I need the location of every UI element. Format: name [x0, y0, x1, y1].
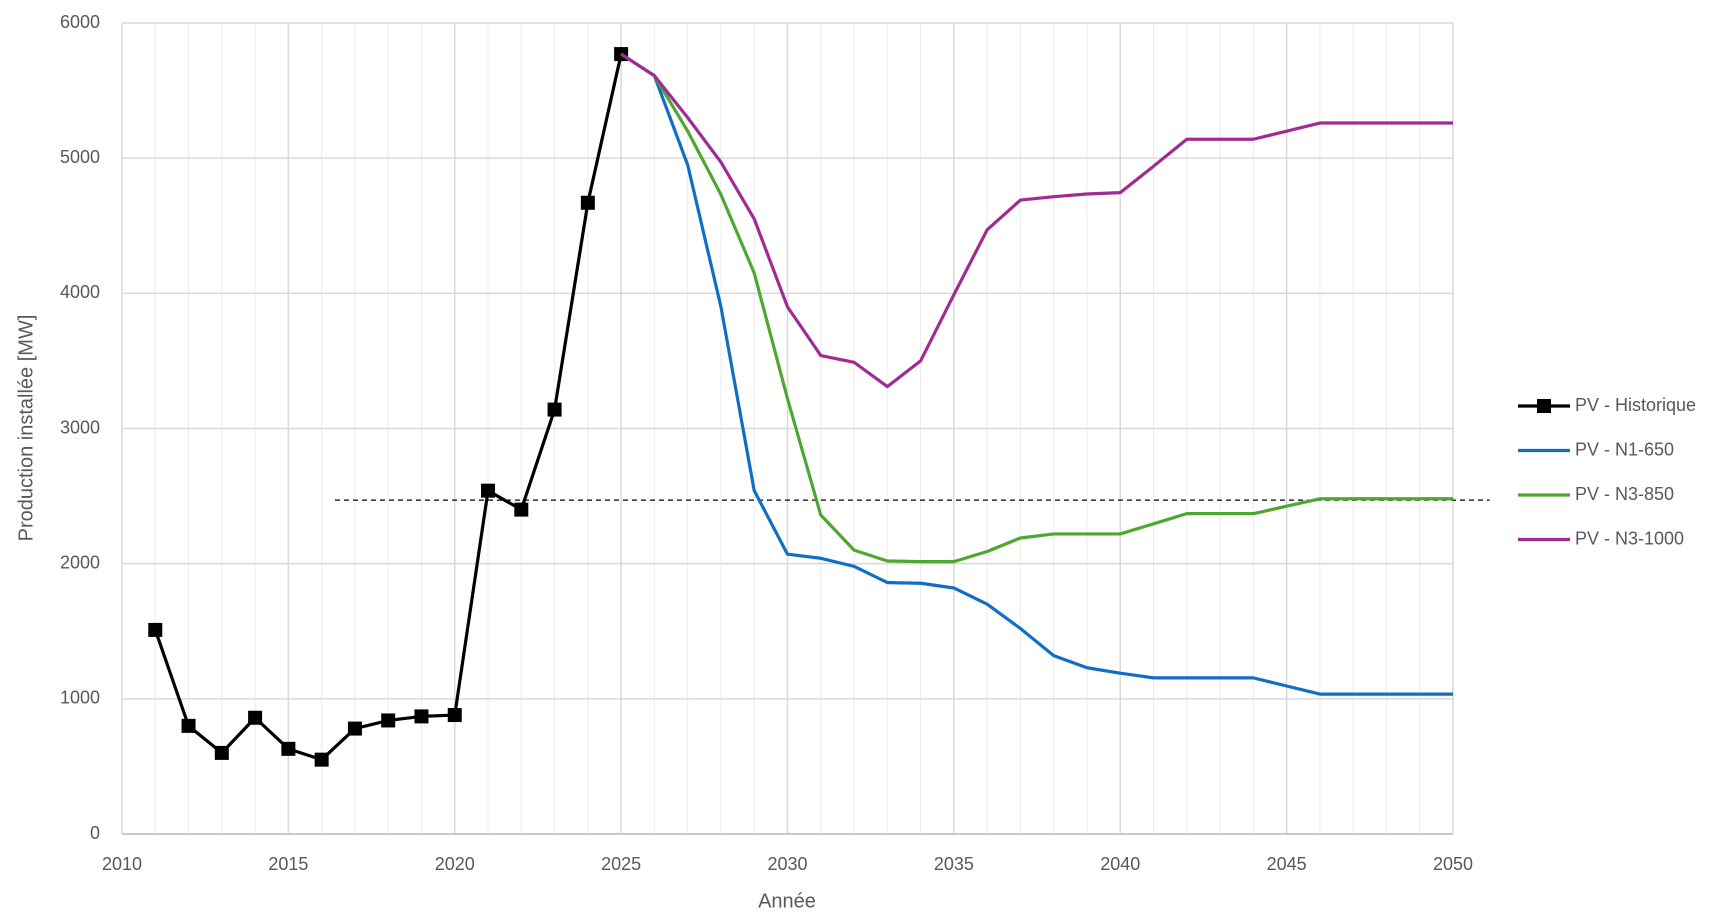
legend-label: PV - N3-1000 — [1575, 528, 1684, 548]
series-line — [620, 52, 1453, 696]
marker — [148, 622, 163, 637]
x-tick-label: 2045 — [1267, 854, 1307, 874]
x-tick-label: 2030 — [767, 854, 807, 874]
x-tick-label: 2010 — [102, 854, 142, 874]
x-tick-label: 2015 — [268, 854, 308, 874]
x-tick-label: 2035 — [934, 854, 974, 874]
marker — [214, 745, 229, 760]
y-tick-label: 4000 — [60, 282, 100, 302]
x-axis-label: Année — [758, 890, 816, 912]
y-tick-label: 2000 — [60, 552, 100, 572]
x-tick-label: 2020 — [435, 854, 475, 874]
y-tick-label: 6000 — [60, 12, 100, 32]
marker — [481, 483, 496, 498]
y-tick-label: 0 — [90, 823, 100, 843]
marker — [514, 502, 529, 517]
y-tick-label: 5000 — [60, 147, 100, 167]
y-axis-label: Production installée [MW] — [15, 315, 37, 542]
marker — [381, 713, 396, 728]
x-tick-label: 2025 — [601, 854, 641, 874]
legend-label: PV - N1-650 — [1575, 439, 1674, 459]
marker — [414, 709, 429, 724]
marker — [181, 718, 196, 733]
y-tick-label: 1000 — [60, 688, 100, 708]
marker — [314, 752, 329, 767]
marker — [347, 721, 362, 736]
x-tick-label: 2050 — [1433, 854, 1473, 874]
marker — [580, 195, 595, 210]
legend-label: PV - Historique — [1575, 395, 1696, 415]
marker — [447, 708, 462, 723]
legend-label: PV - N3-850 — [1575, 484, 1674, 504]
marker — [248, 710, 263, 725]
marker — [281, 741, 296, 756]
series-line — [620, 52, 1453, 389]
marker — [547, 402, 562, 417]
x-tick-label: 2040 — [1100, 854, 1140, 874]
legend-marker — [1537, 399, 1551, 413]
series-line — [620, 52, 1453, 564]
y-tick-label: 3000 — [60, 417, 100, 437]
